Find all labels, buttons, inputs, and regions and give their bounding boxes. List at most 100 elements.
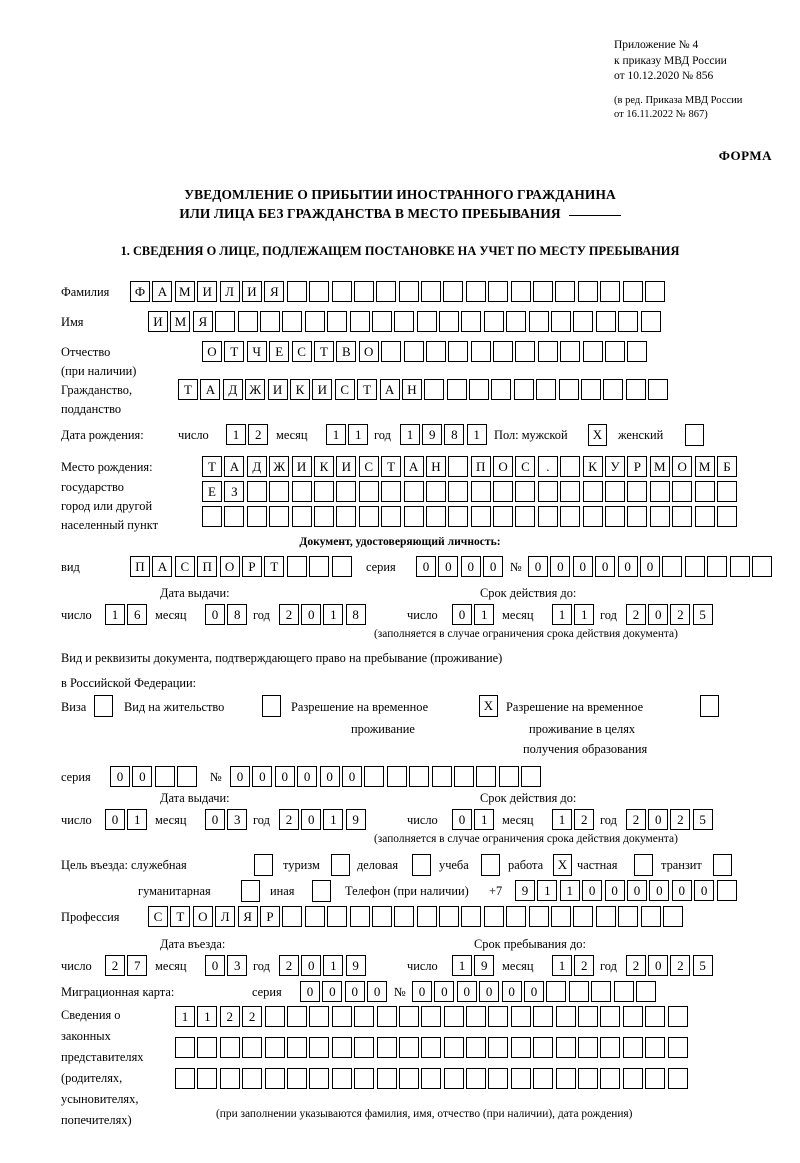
char-cell[interactable]: А bbox=[152, 281, 173, 302]
char-cell[interactable] bbox=[264, 1037, 285, 1058]
char-cell[interactable]: 0 bbox=[300, 981, 320, 1002]
char-cell[interactable]: П bbox=[197, 556, 218, 577]
char-cell[interactable] bbox=[578, 1037, 599, 1058]
char-cell[interactable] bbox=[282, 906, 303, 927]
char-cell[interactable] bbox=[591, 981, 612, 1002]
char-cell[interactable]: С bbox=[334, 379, 355, 400]
char-cell[interactable]: Н bbox=[425, 456, 446, 477]
char-cell[interactable]: 1 bbox=[574, 604, 595, 625]
char-cell[interactable] bbox=[331, 1068, 352, 1089]
char-cell[interactable]: 9 bbox=[345, 809, 366, 830]
char-cell[interactable] bbox=[577, 281, 598, 302]
char-cell[interactable] bbox=[446, 379, 467, 400]
char-cell[interactable] bbox=[443, 1068, 464, 1089]
char-cell[interactable]: 1 bbox=[323, 604, 344, 625]
char-cell[interactable] bbox=[667, 1006, 688, 1027]
char-cell[interactable] bbox=[600, 1068, 621, 1089]
char-cell[interactable]: Е bbox=[202, 481, 222, 502]
char-cell[interactable] bbox=[510, 1006, 531, 1027]
char-cell[interactable] bbox=[493, 506, 514, 527]
char-cell[interactable]: 0 bbox=[322, 981, 343, 1002]
char-cell[interactable]: О bbox=[219, 556, 240, 577]
char-cell[interactable] bbox=[635, 981, 656, 1002]
char-cell[interactable]: Р bbox=[241, 556, 262, 577]
char-cell[interactable]: 1 bbox=[348, 424, 369, 445]
char-cell[interactable] bbox=[640, 311, 661, 332]
char-cell[interactable]: 0 bbox=[550, 556, 571, 577]
char-cell[interactable] bbox=[618, 311, 639, 332]
char-cell[interactable] bbox=[246, 481, 267, 502]
char-cell[interactable] bbox=[291, 506, 312, 527]
char-cell[interactable]: 9 bbox=[474, 955, 495, 976]
char-cell[interactable] bbox=[376, 1006, 397, 1027]
char-cell[interactable]: 0 bbox=[501, 981, 522, 1002]
char-cell[interactable]: Я bbox=[237, 906, 258, 927]
char-cell[interactable] bbox=[358, 506, 379, 527]
char-cell[interactable] bbox=[578, 1006, 599, 1027]
char-cell[interactable] bbox=[286, 1068, 307, 1089]
char-cell[interactable]: 5 bbox=[692, 604, 713, 625]
char-cell[interactable]: Н bbox=[401, 379, 422, 400]
char-cell[interactable] bbox=[684, 556, 705, 577]
char-cell[interactable]: 0 bbox=[297, 766, 318, 787]
char-cell[interactable] bbox=[640, 906, 661, 927]
char-cell[interactable] bbox=[716, 880, 737, 901]
char-cell[interactable] bbox=[237, 311, 258, 332]
char-cell[interactable]: Д bbox=[246, 456, 267, 477]
char-cell[interactable] bbox=[627, 341, 648, 362]
char-cell[interactable] bbox=[510, 1068, 531, 1089]
char-cell[interactable]: 0 bbox=[639, 556, 660, 577]
char-cell[interactable]: . bbox=[537, 456, 558, 477]
char-cell[interactable] bbox=[533, 281, 554, 302]
char-cell[interactable]: 0 bbox=[460, 556, 481, 577]
char-cell[interactable] bbox=[465, 281, 486, 302]
char-cell[interactable] bbox=[649, 481, 670, 502]
char-cell[interactable] bbox=[431, 766, 452, 787]
char-cell[interactable]: 1 bbox=[466, 424, 487, 445]
char-cell[interactable] bbox=[313, 506, 334, 527]
char-cell[interactable]: Т bbox=[381, 456, 402, 477]
char-cell[interactable] bbox=[551, 906, 572, 927]
char-cell[interactable] bbox=[613, 981, 634, 1002]
char-cell[interactable] bbox=[286, 556, 307, 577]
char-cell[interactable]: Т bbox=[313, 341, 334, 362]
char-cell[interactable] bbox=[605, 481, 626, 502]
char-cell[interactable]: 1 bbox=[552, 955, 572, 976]
char-cell[interactable] bbox=[425, 481, 446, 502]
char-cell[interactable] bbox=[573, 311, 594, 332]
char-cell[interactable]: Ф bbox=[130, 281, 150, 302]
char-cell[interactable] bbox=[582, 506, 603, 527]
char-cell[interactable]: 2 bbox=[248, 424, 269, 445]
char-cell[interactable]: Ж bbox=[245, 379, 266, 400]
char-cell[interactable] bbox=[560, 456, 581, 477]
char-cell[interactable] bbox=[506, 906, 527, 927]
sex-female-checkbox[interactable] bbox=[685, 424, 704, 446]
char-cell[interactable] bbox=[493, 481, 514, 502]
char-cell[interactable]: 0 bbox=[205, 809, 225, 830]
char-cell[interactable] bbox=[536, 379, 557, 400]
char-cell[interactable] bbox=[381, 341, 402, 362]
sex-male-checkbox[interactable]: X bbox=[588, 424, 607, 446]
char-cell[interactable] bbox=[443, 1006, 464, 1027]
char-cell[interactable] bbox=[493, 341, 514, 362]
char-cell[interactable] bbox=[197, 1037, 218, 1058]
char-cell[interactable] bbox=[555, 1037, 576, 1058]
char-cell[interactable] bbox=[560, 481, 581, 502]
char-cell[interactable] bbox=[409, 766, 430, 787]
char-cell[interactable] bbox=[175, 1068, 195, 1089]
char-cell[interactable] bbox=[648, 379, 669, 400]
